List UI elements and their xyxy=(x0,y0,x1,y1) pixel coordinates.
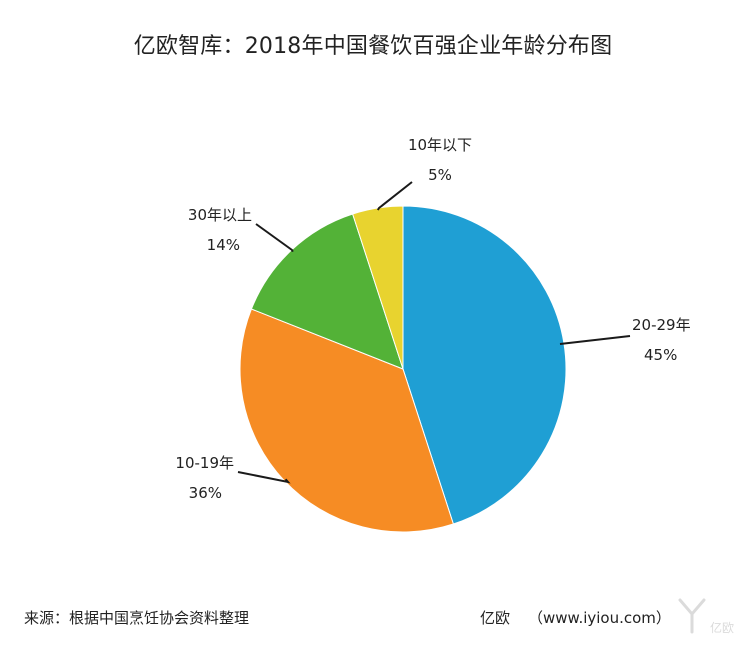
leader-line-4 xyxy=(376,181,413,211)
slice-category-label: 20-29年 xyxy=(632,316,691,334)
pie-slice-4 xyxy=(351,205,404,370)
leader-line-2 xyxy=(237,471,291,484)
publisher-url: （www.iyiou.com） xyxy=(528,609,671,627)
chart-title: 亿欧智库：2018年中国餐饮百强企业年龄分布图 xyxy=(133,34,613,59)
slice-percent-label: 14% xyxy=(207,236,240,254)
leader-line-1 xyxy=(559,335,631,345)
svg-text:亿欧: 亿欧 xyxy=(710,620,734,635)
slice-category-label: 30年以上 xyxy=(188,206,252,224)
slice-category-label: 10-19年 xyxy=(175,454,234,472)
publisher-name: 亿欧 xyxy=(480,609,511,627)
slice-percent-label: 5% xyxy=(428,166,452,184)
slice-category-label: 10年以下 xyxy=(408,136,472,154)
slice-percent-label: 45% xyxy=(644,346,677,364)
slice-percent-label: 36% xyxy=(189,484,222,502)
publisher-credit: 亿欧 （www.iyiou.com） xyxy=(480,607,671,628)
leader-line-3 xyxy=(255,223,294,253)
logo-watermark-icon: 亿欧 xyxy=(678,598,734,635)
source-note: 来源：根据中国烹饪协会资料整理 xyxy=(24,609,250,627)
